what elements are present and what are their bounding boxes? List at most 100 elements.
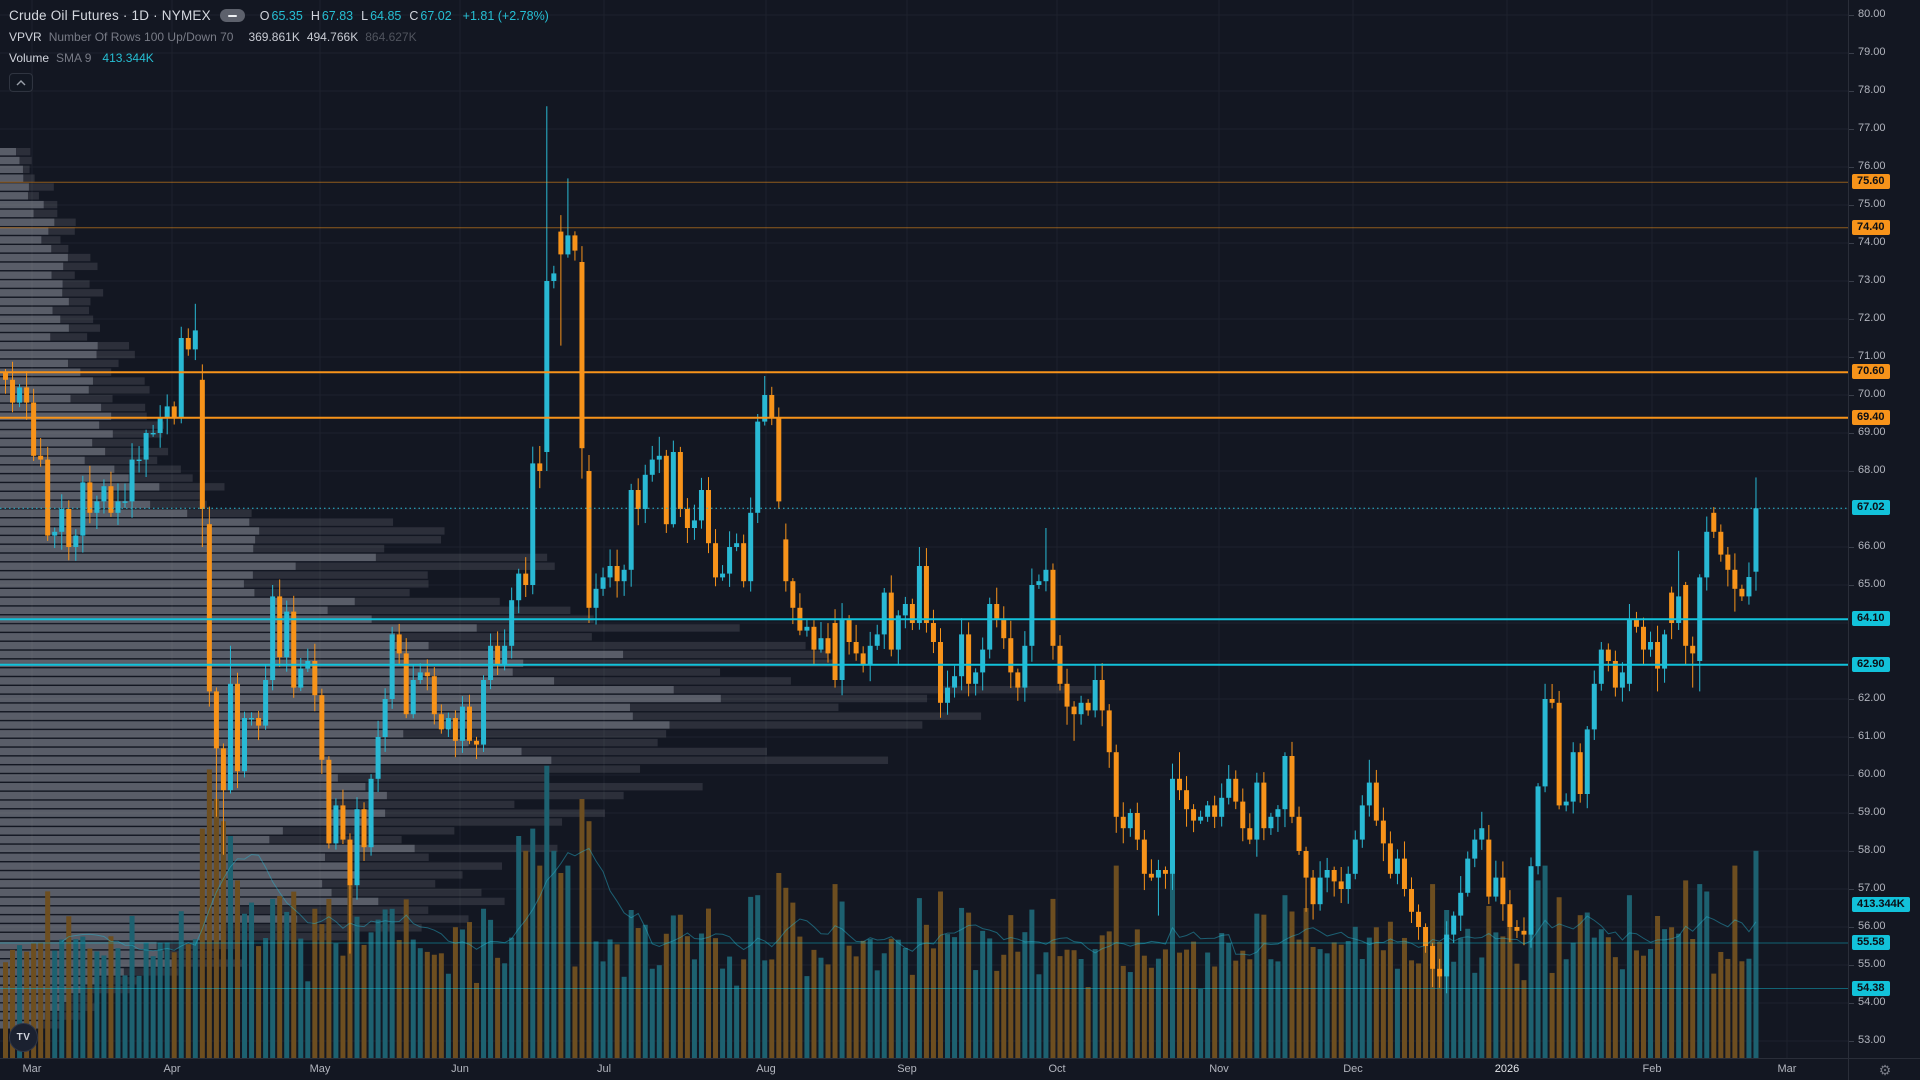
price-tick-label: 60.00 [1858,768,1886,780]
price-tick-mark [1849,737,1854,738]
price-tick-mark [1849,53,1854,54]
price-tick-mark [1849,851,1854,852]
price-tick-mark [1849,357,1854,358]
time-axis[interactable]: Mar Apr May Jun Jul Aug Sep Oct Nov Dec 2026 Feb Mar [0,1058,1848,1080]
time-axis-label: Oct [1048,1063,1066,1075]
price-level-badge[interactable]: 55.58 [1852,934,1890,950]
volume-sma-value: 413.344K [102,50,154,65]
price-tick-label: 79.00 [1858,46,1886,58]
price-tick-label: 61.00 [1858,730,1886,742]
price-tick-mark [1849,91,1854,92]
price-tick-label: 75.00 [1858,198,1886,210]
price-level-badge[interactable]: 64.10 [1852,611,1890,627]
volume-indicator-title[interactable]: Volume [9,50,50,65]
time-axis-label: Mar [1777,1063,1797,1075]
price-tick-label: 72.00 [1858,312,1886,324]
main-chart-pane[interactable] [0,0,1848,1058]
vpvr-legend-row: VPVR Number Of Rows 100 Up/Down 70 369.8… [9,26,549,47]
price-tick-label: 58.00 [1858,844,1886,856]
price-tick-mark [1849,889,1854,890]
price-axis[interactable]: 53.00 54.00 55.00 56.00 57.00 58.00 59.00 60.00… [1848,0,1920,1058]
low-label: L [361,8,369,23]
high-label: H [310,8,320,23]
time-axis-label: Feb [1642,1063,1662,1075]
price-tick-label: 65.00 [1858,578,1886,590]
volume-legend-row: Volume SMA 9 413.344K [9,47,549,68]
price-level-badge[interactable]: 69.40 [1852,409,1890,425]
price-level-badge[interactable]: 74.40 [1852,219,1890,235]
price-tick-label: 54.00 [1858,996,1886,1008]
tradingview-logo[interactable]: TV [9,1023,38,1052]
vpvr-indicator-title[interactable]: VPVR [9,29,42,44]
time-axis-label: 2026 [1494,1063,1520,1075]
price-tick-mark [1849,927,1854,928]
last-price-badge[interactable]: 67.02 [1852,500,1890,516]
source-hidden-icon[interactable] [219,9,245,22]
symbol-title[interactable]: Crude Oil Futures · 1D · NYMEX [9,8,211,23]
price-tick-mark [1849,965,1854,966]
price-tick-label: 76.00 [1858,160,1886,172]
vpvr-indicator-params: Number Of Rows 100 Up/Down 70 [48,29,234,44]
price-tick-mark [1849,243,1854,244]
time-axis-label: Mar [22,1063,42,1075]
price-tick-label: 77.00 [1858,122,1886,134]
open-label: O [259,8,270,23]
price-tick-mark [1849,547,1854,548]
price-tick-label: 59.00 [1858,806,1886,818]
price-tick-label: 56.00 [1858,920,1886,932]
price-tick-label: 70.00 [1858,388,1886,400]
price-tick-mark [1849,15,1854,16]
price-tick-label: 66.00 [1858,540,1886,552]
price-tick-mark [1849,281,1854,282]
axis-corner: ⚙ [1848,1058,1920,1080]
price-tick-label: 55.00 [1858,958,1886,970]
vpvr-up-volume: 369.861K [248,29,300,44]
high-value: 67.83 [321,8,354,23]
price-tick-mark [1849,319,1854,320]
time-axis-label: Nov [1209,1063,1229,1075]
minus-icon [227,14,237,17]
price-tick-mark [1849,433,1854,434]
price-tick-mark [1849,813,1854,814]
price-tick-mark [1849,129,1854,130]
time-axis-label: Jun [451,1063,469,1075]
time-axis-label: Dec [1343,1063,1363,1075]
close-label: C [409,8,419,23]
price-tick-label: 69.00 [1858,426,1886,438]
price-tick-label: 68.00 [1858,464,1886,476]
price-tick-mark [1849,167,1854,168]
volume-indicator-params: SMA 9 [56,50,92,65]
price-tick-mark [1849,471,1854,472]
price-tick-mark [1849,699,1854,700]
price-level-badge[interactable]: 70.60 [1852,364,1890,380]
chevron-up-icon [16,79,26,85]
price-tick-label: 80.00 [1858,8,1886,20]
volume-sma-badge[interactable]: 413.344K [1852,897,1910,913]
vpvr-total-volume: 864.627K [365,29,417,44]
price-tick-mark [1849,205,1854,206]
settings-gear-icon[interactable]: ⚙ [1878,1062,1892,1078]
close-value: 67.02 [420,8,452,23]
price-tick-label: 71.00 [1858,350,1886,362]
pane-collapse-button[interactable] [9,73,33,92]
price-level-badge[interactable]: 75.60 [1852,174,1890,190]
ohlc-values: O 65.35 H 67.83 L 64.85 C 67.02 [254,9,452,23]
tradingview-logo-text: TV [16,1032,31,1043]
price-tick-label: 53.00 [1858,1034,1886,1046]
time-axis-label: Apr [163,1063,181,1075]
low-value: 64.85 [370,8,402,23]
price-tick-mark [1849,1003,1854,1004]
price-level-badge[interactable]: 62.90 [1852,656,1890,672]
price-tick-label: 78.00 [1858,84,1886,96]
price-tick-mark [1849,1041,1854,1042]
price-tick-mark [1849,775,1854,776]
price-tick-mark [1849,395,1854,396]
vpvr-down-volume: 494.766K [306,29,359,44]
price-tick-mark [1849,585,1854,586]
time-axis-label: Sep [897,1063,917,1075]
price-level-badge[interactable]: 54.38 [1852,980,1890,996]
price-tick-label: 73.00 [1858,274,1886,286]
